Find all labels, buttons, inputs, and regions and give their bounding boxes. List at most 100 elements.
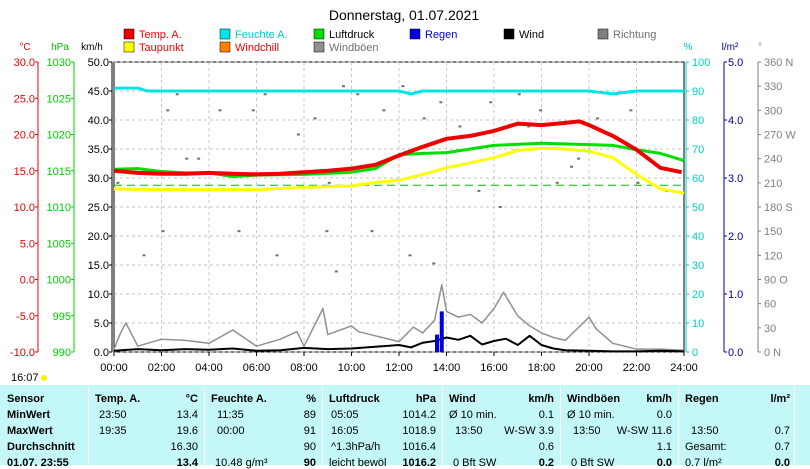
feuchte-min-value: 89 xyxy=(303,409,316,421)
table-header-luftdruck: Luftdruck xyxy=(329,393,380,405)
wind-beaufort: 0 Bft SW xyxy=(453,457,497,469)
wind-avg-value: 0.6 xyxy=(538,441,554,453)
x-tick-label: 14:00 xyxy=(433,362,461,374)
direction-point xyxy=(237,230,241,233)
boeen-beaufort: 0 Bft SW xyxy=(571,457,615,469)
tick-label-direction: 360 N xyxy=(764,57,793,69)
direction-point xyxy=(570,165,573,168)
legend-label-4: Wind xyxy=(519,29,544,41)
tick-label-wind: 45.0 xyxy=(88,86,109,98)
direction-point xyxy=(370,230,374,233)
tick-label-humidity: 30 xyxy=(692,260,704,272)
luftdruck-trend: ^1.3hPa/h xyxy=(331,441,381,453)
legend-label-6: Taupunkt xyxy=(139,42,184,54)
feuchte-current-value: 90 xyxy=(303,457,316,469)
x-tick-label: 06:00 xyxy=(243,362,271,374)
tick-label-temp: 20.0 xyxy=(14,130,35,142)
tick-label-direction: 30 xyxy=(764,323,776,335)
direction-point xyxy=(422,117,426,120)
tick-label-rain: 2.0 xyxy=(728,231,743,243)
tick-label-pressure: 1010 xyxy=(47,202,71,214)
unit-label-direction: ° xyxy=(758,42,762,53)
direction-point xyxy=(539,109,543,112)
tick-label-direction: 240 xyxy=(764,154,782,166)
table-header-regen: Regen xyxy=(685,393,719,405)
direction-point xyxy=(401,85,405,88)
feuchte-avg-value: 90 xyxy=(303,441,316,453)
legend-swatch-7 xyxy=(219,41,231,53)
feuchte-max-value: 91 xyxy=(303,425,316,437)
tick-label-humidity: 80 xyxy=(692,115,704,127)
direction-point xyxy=(327,181,331,184)
column-divider xyxy=(560,387,561,465)
rain-bar xyxy=(435,334,439,352)
tick-label-temp: 15.0 xyxy=(14,166,35,178)
tick-label-wind: 35.0 xyxy=(88,144,109,156)
tick-label-humidity: 40 xyxy=(692,231,704,243)
regen-max-value: 0.7 xyxy=(774,425,790,437)
direction-point xyxy=(439,101,443,104)
tick-label-direction: 210 xyxy=(764,178,782,190)
column-divider xyxy=(322,387,323,465)
tick-label-direction: 330 xyxy=(764,81,782,93)
tick-label-temp: 25.0 xyxy=(14,93,35,105)
direction-point xyxy=(342,85,345,88)
tick-label-wind: 40.0 xyxy=(88,115,109,127)
luftdruck-min-time: 05:05 xyxy=(331,409,359,421)
x-tick-label: 10:00 xyxy=(338,362,366,374)
temp-max-time: 19:35 xyxy=(99,425,127,437)
x-tick-label: 18:00 xyxy=(528,362,556,374)
direction-point xyxy=(555,181,559,184)
direction-point xyxy=(116,181,120,184)
tick-label-direction: 90 O xyxy=(764,275,788,287)
column-divider xyxy=(88,387,89,465)
direction-point xyxy=(296,133,300,136)
column-divider xyxy=(794,387,795,465)
x-axis: 00:00 02:00 04:00 06:00 08:00 10:00 12:00 14:00… xyxy=(100,352,698,374)
regen-total-value: 0.7 xyxy=(774,441,790,453)
column-divider xyxy=(442,387,443,465)
luftdruck-unit: hPa xyxy=(415,393,436,405)
legend-swatch-8 xyxy=(313,41,325,53)
tick-label-temp: -10.0 xyxy=(10,347,35,359)
tick-label-wind: 25.0 xyxy=(88,202,109,214)
tick-label-direction: 150 xyxy=(764,226,782,238)
tick-label-pressure: 995 xyxy=(53,311,71,323)
luftdruck-max-value: 1018.9 xyxy=(402,425,436,437)
luftdruck-max-time: 16:05 xyxy=(331,425,359,437)
x-tick-label: 08:00 xyxy=(290,362,318,374)
tick-label-pressure: 990 xyxy=(53,347,71,359)
tick-label-humidity: 0 xyxy=(692,347,698,359)
direction-point xyxy=(275,254,279,257)
direction-point xyxy=(175,93,179,96)
legend-swatch-3 xyxy=(409,28,421,40)
legend-swatch-6 xyxy=(123,41,135,53)
column-divider xyxy=(678,387,679,465)
boeen-min-value: 0.0 xyxy=(656,409,672,421)
wind-unit: km/h xyxy=(528,393,554,405)
direction-point xyxy=(161,230,165,233)
tick-label-pressure: 1005 xyxy=(47,238,71,250)
tick-label-wind: 5.0 xyxy=(94,318,109,330)
wind-max-value: W-SW 3.9 xyxy=(504,425,554,437)
direction-point xyxy=(142,254,146,257)
statistics-table: Sensor MinWert MaxWert Durchschnitt 01.0… xyxy=(0,385,810,469)
direction-point xyxy=(636,181,640,184)
tick-label-direction: 180 S xyxy=(764,202,793,214)
tick-label-humidity: 70 xyxy=(692,144,704,156)
regen-max-time: 13:50 xyxy=(691,425,719,437)
legend-swatch-0 xyxy=(123,28,135,40)
column-divider xyxy=(204,387,205,465)
luftdruck-current-value: 1016.2 xyxy=(402,457,436,469)
tick-label-pressure: 1015 xyxy=(47,166,71,178)
tick-label-direction: 0 N xyxy=(764,347,781,359)
tick-label-direction: 300 xyxy=(764,105,782,117)
tick-label-wind: 20.0 xyxy=(88,231,109,243)
tick-label-humidity: 90 xyxy=(692,86,704,98)
tick-label-humidity: 10 xyxy=(692,318,704,330)
direction-point xyxy=(577,157,581,160)
tick-label-direction: 120 xyxy=(764,250,782,262)
tick-label-wind: 0.0 xyxy=(94,347,109,359)
x-tick-label: 12:00 xyxy=(385,362,413,374)
regen-day-total: 0.7 l/m² xyxy=(685,457,722,469)
